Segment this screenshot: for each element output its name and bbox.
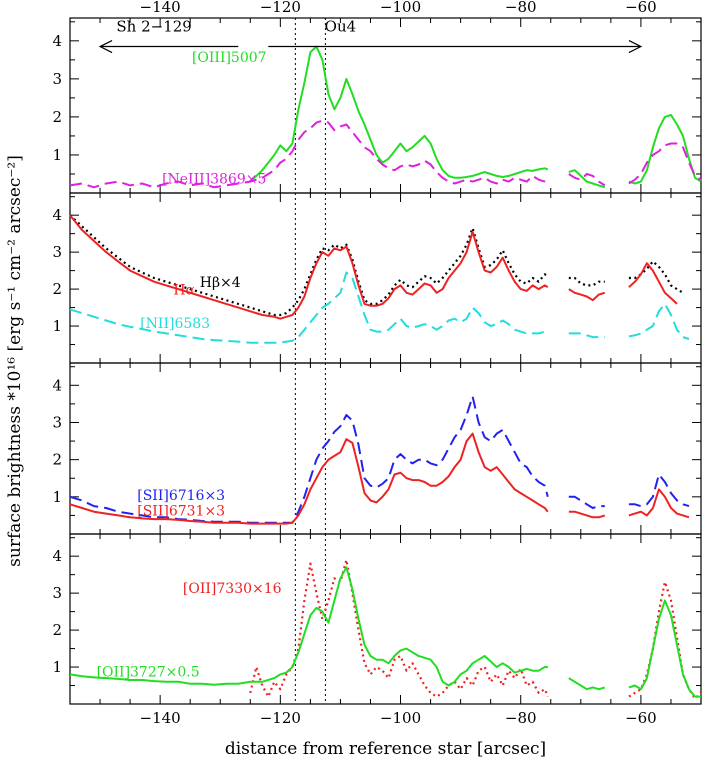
y-tick-label: 2: [52, 280, 62, 298]
x-tick-label-top: −120: [260, 0, 301, 16]
arrow-head: [98, 39, 113, 54]
region-label: Ou4: [325, 17, 357, 35]
series-line: [69, 271, 690, 344]
y-tick-label: 3: [52, 70, 62, 88]
series-label: [NII]6583: [140, 316, 210, 332]
x-axis-title: distance from reference star [arcsec]: [225, 739, 546, 759]
series-line: [69, 214, 684, 317]
series-line: [249, 558, 702, 700]
y-tick-label: 4: [52, 547, 62, 565]
series-label: [OII]7330×16: [183, 581, 282, 597]
series-label: Hβ×4: [200, 275, 241, 291]
y-tick-label: 1: [52, 658, 62, 676]
y-tick-label: 4: [52, 32, 62, 50]
series-label: [SII]6716×3: [137, 488, 225, 504]
x-tick-label-bottom: −140: [140, 709, 181, 727]
x-tick-label-bottom: −120: [260, 709, 301, 727]
y-tick-label: 1: [52, 146, 62, 164]
series-label: [OIII]5007: [192, 50, 267, 66]
x-tick-label-top: −100: [380, 0, 421, 16]
y-tick-label: 3: [52, 584, 62, 602]
series-label: Hα: [173, 283, 195, 299]
x-tick-label-bottom: −80: [505, 709, 537, 727]
series-label: [NeIII]3869×5: [162, 171, 266, 187]
y-tick-label: 1: [52, 488, 62, 506]
arrow-head: [628, 39, 643, 54]
region-label: Sh 2−129: [116, 17, 191, 35]
panel-1: 1 2 3 4 [OIII]5007 [NeIII]3869×5 Sh 2−129 Ou4: [52, 17, 702, 194]
series-line: [69, 214, 678, 320]
y-tick-label: 1: [52, 317, 62, 335]
panel-3: 1 2 3 4 [SII]6716×3[SII]6731×3: [52, 362, 702, 535]
y-tick-label: 4: [52, 206, 62, 224]
panel-4: 1 2 3 4 [OII]7330×16 [OII]3727×0.5: [52, 533, 702, 705]
panel-frame: [69, 192, 702, 364]
x-tick-labels: −140 −140 −120 −120 −100 −100 −80 −80 −60 −60: [140, 0, 657, 727]
y-tick-label: 2: [52, 621, 62, 639]
x-tick-label-bottom: −100: [380, 709, 421, 727]
x-tick-label-top: −80: [505, 0, 537, 16]
y-tick-label: 2: [52, 108, 62, 126]
panels-layer: 1 2 3 4 [OIII]5007 [NeIII]3869×5 Sh 2−129 Ou4 1 2…: [52, 0, 702, 727]
series-line: [249, 45, 702, 189]
x-tick-label-bottom: −60: [625, 709, 657, 727]
panel-frame: [69, 533, 702, 705]
y-tick-label: 2: [52, 451, 62, 469]
panel-2: 1 2 3 4 Hβ×4 Hα [NII]6583: [52, 192, 702, 364]
y-tick-label: 4: [52, 376, 62, 394]
y-tick-label: 3: [52, 413, 62, 431]
y-tick-label: 3: [52, 243, 62, 261]
y-axis-title: surface brightness *10¹⁶ [erg s⁻¹ cm⁻² a…: [5, 155, 25, 567]
x-tick-label-top: −60: [625, 0, 657, 16]
x-tick-label-top: −140: [140, 0, 181, 16]
series-line: [69, 566, 701, 698]
series-line: [69, 119, 702, 189]
series-label: [SII]6731×3: [137, 503, 225, 519]
series-line: [69, 432, 690, 525]
series-label: [OII]3727×0.5: [97, 664, 200, 680]
